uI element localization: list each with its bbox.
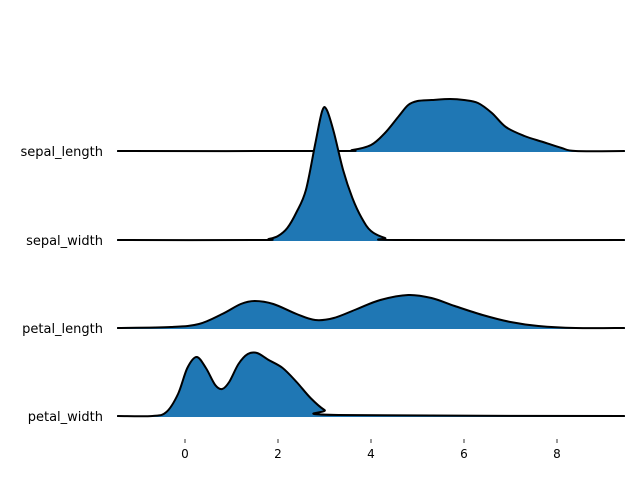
x-tick-label: 6 [460,447,468,461]
ridge-outline [117,106,625,242]
y-label-petal-length: petal_length [22,322,103,337]
ridge-sepal-width [117,106,625,242]
x-tick-label: 8 [553,447,561,461]
ridges-group [117,98,625,418]
ridge-outline [117,98,625,153]
ridge-fill [117,352,625,417]
y-label-sepal-width: sepal_width [26,234,103,249]
ridge-outline [117,293,625,330]
ridge-fill [117,294,625,329]
ridge-sepal-length [117,98,625,153]
ridge-petal-width [117,351,625,418]
x-tick-label: 0 [181,447,189,461]
ridge-petal-length [117,293,625,330]
ridge-fill [117,107,625,241]
y-axis-labels: sepal_length sepal_width petal_lengthpetal… [20,145,103,425]
x-tick-label: 4 [367,447,375,461]
y-label-sepal-length: sepal_length [20,145,103,160]
ridge-outline [117,351,625,418]
x-tick-label: 2 [274,447,282,461]
y-label-petal-width: petal_width [28,410,103,425]
x-axis: 0 2 4 6 8 [181,439,561,461]
ridge-fill [117,99,625,152]
